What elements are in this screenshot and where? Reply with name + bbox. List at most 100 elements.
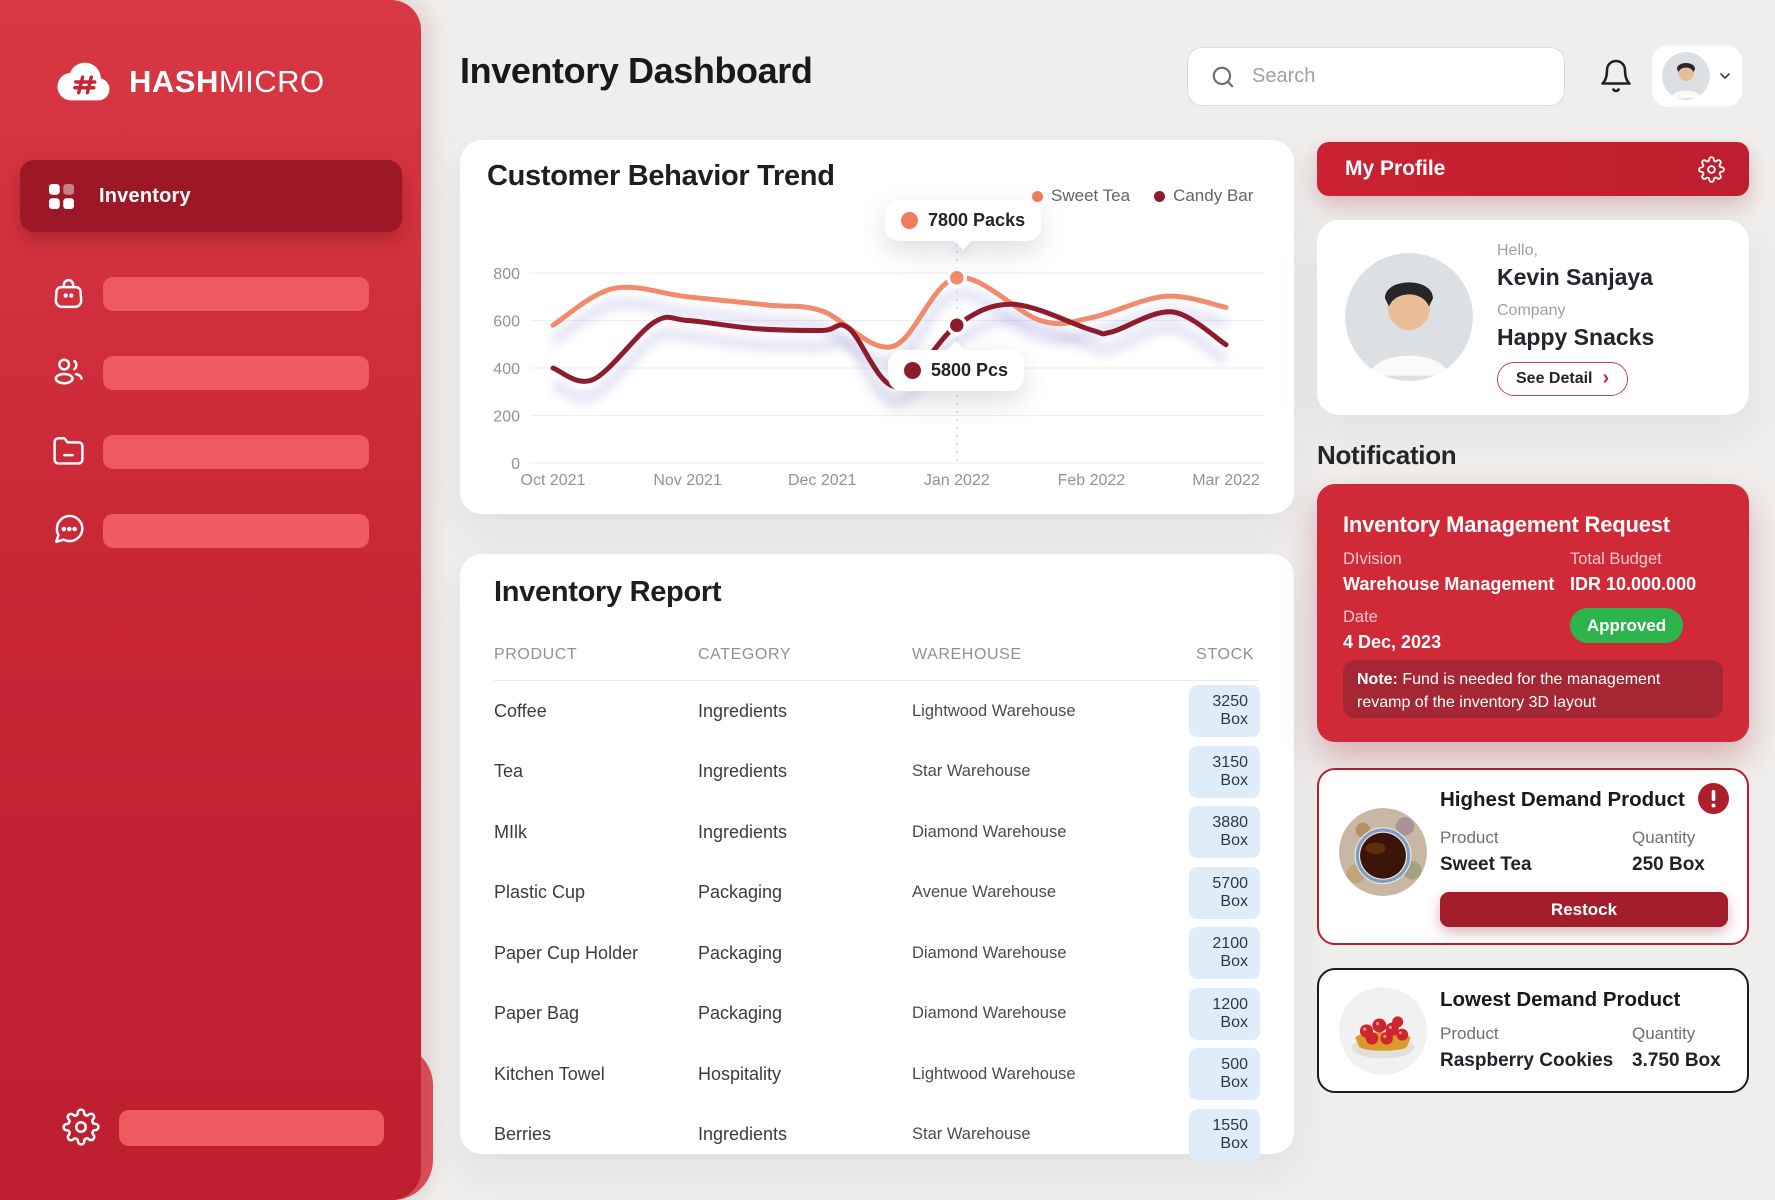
svg-text:600: 600 [493, 314, 520, 331]
table-row[interactable]: Paper Bag Packaging Diamond Warehouse 1200 … [494, 984, 1260, 1045]
stock-badge: 2100 Box [1189, 927, 1260, 980]
table-row[interactable]: Paper Cup Holder Packaging Diamond Warehou… [494, 923, 1260, 984]
request-note: Note: Fund is needed for the management … [1343, 660, 1723, 718]
cell-category: Ingredients [698, 1124, 788, 1145]
table-column-header: STOCK [1196, 646, 1254, 663]
folder-icon [53, 437, 84, 465]
request-title: Inventory Management Request [1343, 512, 1670, 537]
table-row[interactable]: Coffee Ingredients Lightwood Warehouse 3250… [494, 681, 1260, 742]
stock-badge: 1200 Box [1189, 987, 1260, 1040]
table-row[interactable]: Tea Ingredients Star Warehouse 3150 Box [494, 742, 1260, 803]
cell-warehouse: Diamond Warehouse [912, 1004, 1067, 1023]
date-label: Date [1343, 608, 1378, 626]
table-row[interactable]: MIlk Ingredients Diamond Warehouse 3880 Box [494, 802, 1260, 863]
gear-icon[interactable] [1698, 155, 1725, 183]
cell-warehouse: Lightwood Warehouse [912, 701, 1076, 720]
table-row[interactable]: Plastic Cup Packaging Avenue Warehouse 5700… [494, 863, 1260, 924]
quantity-value: 250 Box [1632, 854, 1705, 875]
cell-warehouse: Diamond Warehouse [912, 943, 1067, 962]
cell-category: Ingredients [698, 761, 788, 782]
cell-stock: 5700 Box [1189, 866, 1260, 919]
svg-text:0: 0 [511, 456, 520, 473]
note-label: Note: [1357, 671, 1398, 688]
sidebar-item-skeleton-3[interactable] [0, 432, 421, 472]
inventory-request-card[interactable]: Inventory Management Request DIvision Wa… [1317, 484, 1749, 742]
sidebar-skeleton-bar [103, 435, 369, 469]
cell-product: Tea [494, 761, 524, 782]
greeting: Hello, [1497, 242, 1538, 259]
cell-stock: 1200 Box [1189, 987, 1260, 1040]
svg-text:800: 800 [493, 266, 520, 283]
profile-card: Hello, Kevin Sanjaya Company Happy Snack… [1317, 220, 1749, 415]
budget-value: IDR 10.000.000 [1570, 574, 1697, 594]
cell-product: Berries [494, 1124, 552, 1145]
cell-warehouse: Star Warehouse [912, 762, 1031, 781]
svg-text:200: 200 [493, 409, 520, 426]
chat-icon [54, 514, 84, 544]
search-input[interactable] [1250, 64, 1534, 89]
cell-warehouse: Diamond Warehouse [912, 822, 1067, 841]
inventory-report-table: PRODUCT CATEGORY WAREHOUSE STOCK Coffee Ingr… [494, 636, 1260, 1165]
users-icon [54, 358, 83, 385]
chart-legend: Sweet Tea Candy Bar [1032, 186, 1253, 206]
legend-dot-candy-bar [1154, 190, 1166, 202]
sidebar-skeleton-bar [103, 356, 369, 390]
sidebar-skeleton-bar [103, 277, 369, 311]
stock-badge: 500 Box [1189, 1048, 1260, 1101]
sidebar-item-skeleton-1[interactable] [0, 274, 421, 314]
sweet-tea-photo [1339, 808, 1427, 896]
table-row[interactable]: Berries Ingredients Star Warehouse 1550 Box [494, 1105, 1260, 1166]
grid-icon [48, 183, 75, 209]
division-value: Warehouse Management [1343, 574, 1555, 594]
cell-category: Hospitality [698, 1063, 782, 1084]
tooltip-dot [904, 362, 921, 379]
sidebar-item-skeleton-2[interactable] [0, 353, 421, 393]
raspberry-cookies-photo [1339, 987, 1427, 1075]
quantity-label: Quantity [1632, 828, 1696, 847]
bell-icon[interactable] [1598, 58, 1634, 94]
svg-text:Mar 2022: Mar 2022 [1192, 472, 1260, 489]
search-box[interactable] [1187, 47, 1565, 106]
brand-logo: HASHMICRO [56, 60, 325, 104]
my-profile-header[interactable]: My Profile [1317, 142, 1749, 196]
stock-badge: 3880 Box [1189, 806, 1260, 859]
svg-text:Nov 2021: Nov 2021 [653, 472, 722, 489]
sidebar-skeleton-bar [103, 514, 369, 548]
quantity-label: Quantity [1632, 1024, 1696, 1043]
sidebar-item-inventory[interactable]: Inventory [20, 160, 402, 232]
svg-text:Jan 2022: Jan 2022 [924, 472, 990, 489]
customer-behavior-chart: 0 200 400 600 800 Oct 2021 Nov 2021 Dec 2021 Jan… [493, 235, 1265, 489]
cell-product: MIlk [494, 821, 527, 842]
cell-stock: 3250 Box [1189, 685, 1260, 738]
quantity-value: 3.750 Box [1632, 1050, 1721, 1071]
shopping-bag-icon [54, 279, 83, 309]
sidebar: HASHMICRO Inventory [0, 0, 421, 1200]
restock-button[interactable]: Restock [1440, 892, 1728, 927]
svg-text:Feb 2022: Feb 2022 [1058, 472, 1126, 489]
my-profile-title: My Profile [1345, 157, 1446, 180]
highest-demand-card: Highest Demand Product Product Sweet Tea… [1317, 768, 1749, 945]
lowest-demand-title: Lowest Demand Product [1440, 988, 1681, 1011]
stock-badge: 3150 Box [1189, 745, 1260, 798]
legend-item-sweet-tea: Sweet Tea [1032, 186, 1130, 206]
stock-badge: 3250 Box [1189, 685, 1260, 738]
table-row[interactable]: Kitchen Towel Hospitality Lightwood Wareho… [494, 1044, 1260, 1105]
chart-tooltip-sweet-tea: 7800 Packs [885, 200, 1042, 241]
highest-demand-title: Highest Demand Product [1440, 788, 1685, 811]
cell-warehouse: Avenue Warehouse [912, 883, 1057, 902]
cell-product: Paper Cup Holder [494, 942, 639, 963]
cell-product: Paper Bag [494, 1003, 580, 1024]
sidebar-item-label: Inventory [99, 184, 191, 207]
chart-title: Customer Behavior Trend [487, 160, 835, 192]
stock-badge: 5700 Box [1189, 866, 1260, 919]
profile-photo [1345, 253, 1473, 381]
user-name: Kevin Sanjaya [1497, 264, 1653, 290]
sidebar-item-skeleton-4[interactable] [0, 511, 421, 551]
see-detail-button[interactable]: See Detail › [1497, 362, 1629, 396]
user-menu[interactable] [1652, 45, 1742, 107]
cell-category: Packaging [698, 942, 783, 963]
company-label: Company [1497, 302, 1566, 319]
svg-text:Dec 2021: Dec 2021 [788, 472, 857, 489]
notification-section-title: Notification [1317, 440, 1457, 470]
gear-icon[interactable] [62, 1108, 100, 1146]
